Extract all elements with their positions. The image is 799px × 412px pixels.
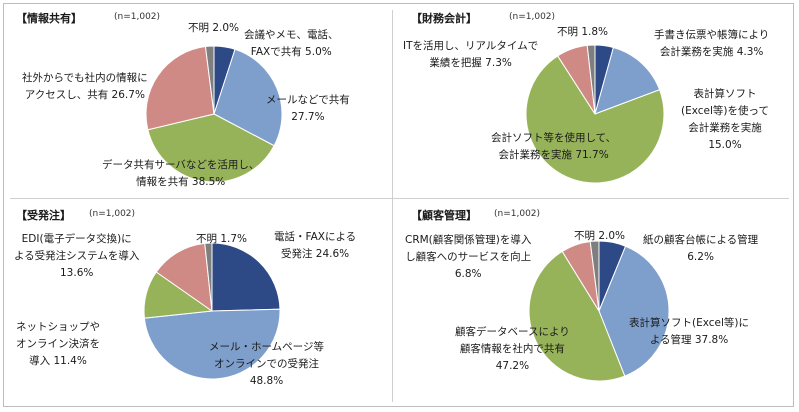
vertical-divider <box>392 10 393 402</box>
slice-label: 顧客データベースにより 顧客情報を社内で共有 47.2% <box>455 326 570 372</box>
pie-chart-svg <box>525 44 665 184</box>
slice-label: CRM(顧客関係管理)を導入 し顧客へのサービスを向上 6.8% <box>405 234 532 280</box>
chart-panel-financial-accounting: 【財務会計】 (n=1,002) 手書き伝票や帳簿により 会計業務を実施 4.3%… <box>399 4 789 200</box>
slice-label: 不明 1.8% <box>557 26 609 38</box>
sample-size-label: (n=1,002) <box>89 209 136 219</box>
slice-label: 社外からでも社内の情報に アクセスし、共有 26.7% <box>22 72 148 101</box>
pie-slice <box>211 242 281 312</box>
chart-panel-ordering: 【受発注】 (n=1,002) 電話・FAXによる 受発注 24.6% メール・ホ… <box>4 201 394 397</box>
horizontal-divider <box>10 198 789 199</box>
chart-panel-customer-management: 【顧客管理】 (n=1,002) 紙の顧客台帳による管理 6.2% 表計算ソフト(… <box>399 201 789 397</box>
slice-label: 手書き伝票や帳簿により 会計業務を実施 4.3% <box>654 29 770 58</box>
chart-panel-info-sharing: 【情報共有】 (n=1,002) 会議やメモ、電話、 FAXで共有 5.0% メー… <box>4 4 394 200</box>
sample-size-label: (n=1,002) <box>114 12 161 22</box>
pie-chart-svg <box>145 45 283 183</box>
pie-slice <box>204 242 213 312</box>
slice-label: 紙の顧客台帳による管理 6.2% <box>643 234 759 263</box>
chart-title: 【情報共有】 <box>16 12 82 25</box>
slice-label: ネットショップや オンライン決済を 導入 11.4% <box>16 321 100 367</box>
pie-slice <box>528 250 626 382</box>
pie-chart-svg <box>528 240 670 382</box>
slice-label: 表計算ソフト(Excel等)に よる管理 37.8% <box>629 317 750 346</box>
pie-slice <box>525 55 665 184</box>
pie-slice <box>594 46 661 115</box>
sample-size-label: (n=1,002) <box>509 12 556 22</box>
pie-chart-svg <box>143 242 281 380</box>
sample-size-label: (n=1,002) <box>494 209 541 219</box>
slice-label: 表計算ソフト (Excel等)を使って 会計業務を実施 15.0% <box>681 88 769 151</box>
pie-slice <box>147 113 275 183</box>
slice-label: メールなどで共有 27.7% <box>266 94 350 123</box>
pie-slice <box>213 48 283 147</box>
pie-slice <box>155 242 213 313</box>
slice-label: メール・ホームページ等 オンラインでの受発注 48.8% <box>209 341 324 387</box>
slice-label: EDI(電子データ交換)に よる受発注システムを導入 13.6% <box>14 233 140 279</box>
slice-label: 不明 2.0% <box>574 230 626 242</box>
slice-label: データ共有サーバなどを活用し、 情報を共有 38.5% <box>102 159 260 188</box>
slice-label: 不明 1.7% <box>196 233 248 245</box>
pie-slice <box>589 240 600 312</box>
slice-label: 会計ソフト等を使用して、 会計業務を実施 71.7% <box>491 132 617 161</box>
slice-label: 不明 2.0% <box>188 22 240 34</box>
pie-slice <box>145 45 215 131</box>
chart-title: 【受発注】 <box>16 209 71 222</box>
pie-slice <box>598 245 670 377</box>
slice-label: ITを活用し、リアルタイムで 業績を把握 7.3% <box>403 40 539 69</box>
slice-label: 会議やメモ、電話、 FAXで共有 5.0% <box>244 29 339 58</box>
slice-label: 電話・FAXによる 受発注 24.6% <box>274 231 357 260</box>
pie-slice <box>204 45 215 115</box>
pie-slice <box>586 44 596 115</box>
chart-title: 【財務会計】 <box>411 12 477 25</box>
pie-slice <box>143 308 281 380</box>
figure-frame <box>3 3 794 407</box>
chart-title: 【顧客管理】 <box>411 209 477 222</box>
